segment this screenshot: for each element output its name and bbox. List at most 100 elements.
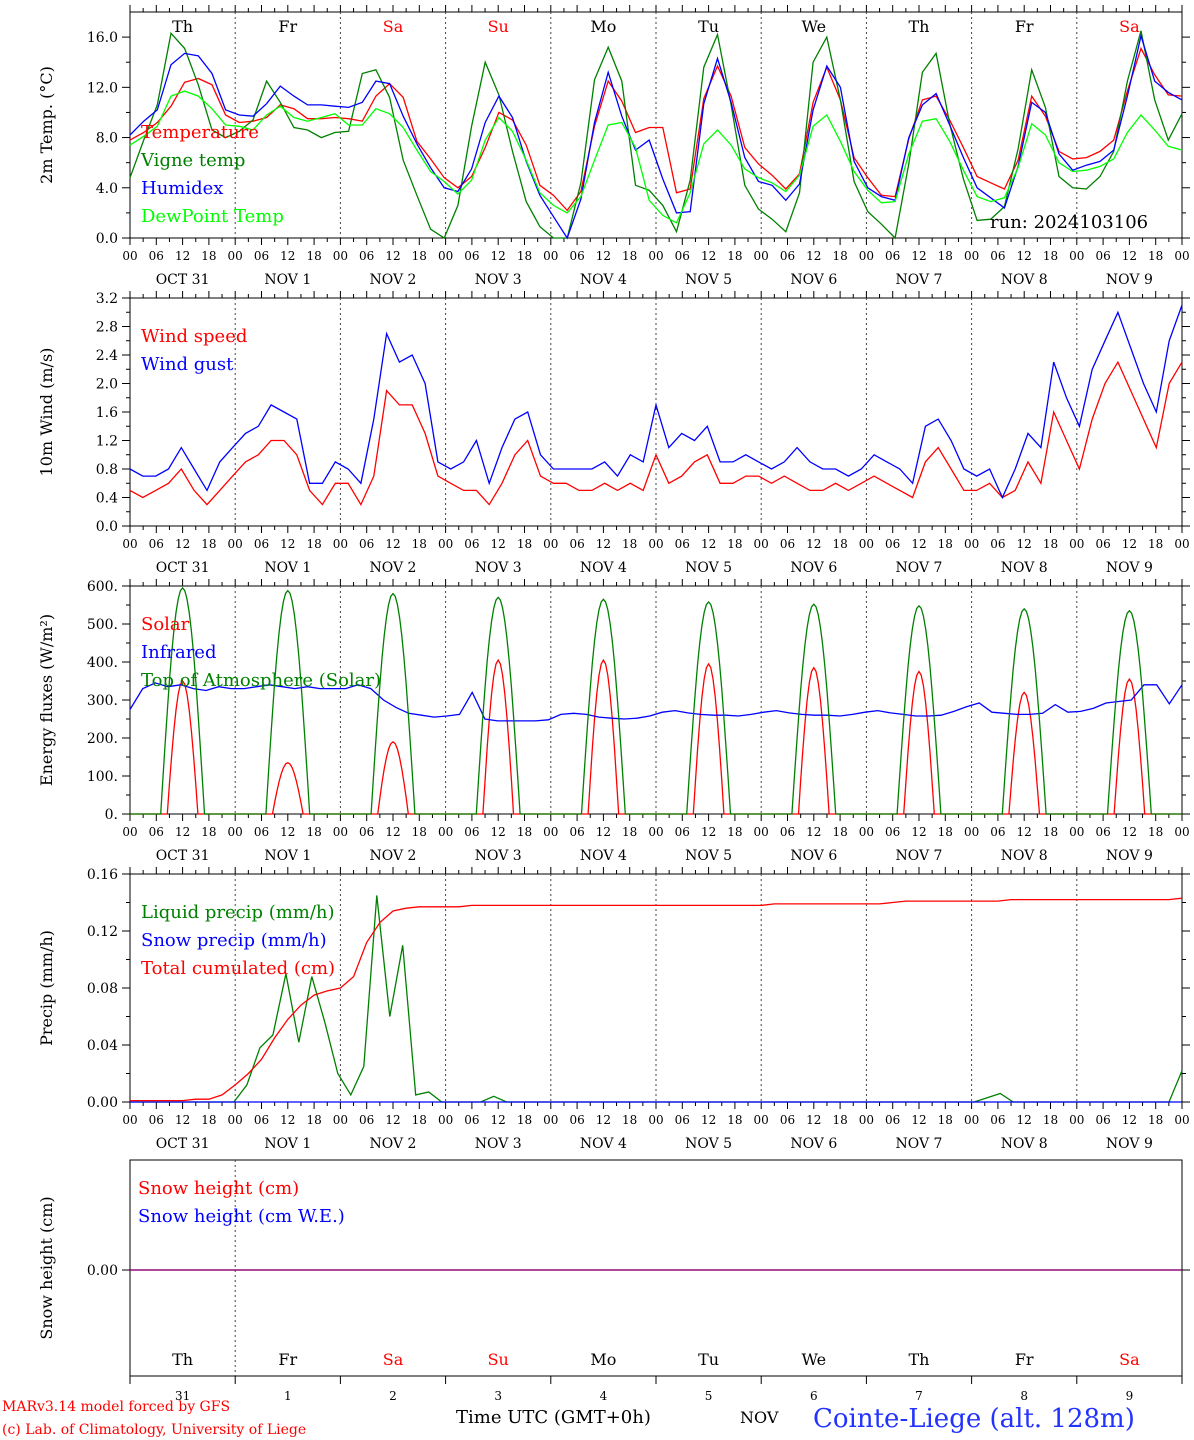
x-hour-label: 06 [254,1113,269,1127]
x-date-label: OCT 31 [156,272,210,288]
x-hour-label: 06 [569,1113,584,1127]
series-line-2-1 [129,360,1183,506]
x-date-label: NOV 3 [475,272,522,288]
x-hour-label: 00 [964,825,979,839]
x-hour-label: 00 [754,537,769,551]
day-number-label: 31 [175,1389,190,1403]
x-date-label: NOV 3 [475,848,522,864]
x-hour-label: 18 [1148,825,1163,839]
x-hour-label: 00 [754,249,769,263]
x-hour-label: 00 [648,825,663,839]
x-hour-label: 12 [491,825,506,839]
x-hour-label: 06 [359,537,374,551]
day-number-label: 2 [389,1389,397,1403]
day-number-label: 9 [1126,1389,1134,1403]
x-hour-label: 06 [1095,537,1110,551]
x-hour-label: 18 [727,1113,742,1127]
x-date-label: NOV 5 [685,1136,732,1152]
x-hour-label: 06 [675,537,690,551]
x-hour-label: 06 [990,537,1005,551]
x-hour-label: 12 [596,825,611,839]
x-hour-label: 18 [832,537,847,551]
x-hour-label: 18 [1148,249,1163,263]
x-hour-label: 06 [149,1113,164,1127]
y-tick-label: 600. [87,579,118,595]
x-hour-label: 12 [596,537,611,551]
y-tick-label: 2.4 [96,348,118,364]
x-date-label: NOV 7 [896,560,943,576]
x-hour-label: 18 [306,825,321,839]
x-hour-label: 12 [806,825,821,839]
y-tick-label: 1.6 [96,405,118,421]
y-tick-label: 3.2 [96,291,118,307]
day-number-label: 3 [494,1389,502,1403]
weekday-label: Tu [698,1350,719,1369]
y-axis-label: Snow height (cm) [37,1196,56,1339]
y-tick-label: 0.00 [87,1263,118,1279]
x-hour-label: 12 [385,249,400,263]
model-credit: MARv3.14 model forced by GFS [2,1399,230,1415]
weekday-label: Fr [278,1350,297,1369]
x-hour-label: 00 [964,537,979,551]
y-tick-label: 12.0 [87,80,118,96]
weekday-label: Tu [698,17,719,36]
x-date-label: OCT 31 [156,560,210,576]
x-hour-label: 18 [517,1113,532,1127]
weekday-label: Fr [1015,1350,1034,1369]
y-tick-label: 0.04 [87,1038,118,1054]
x-hour-label: 18 [727,537,742,551]
y-tick-label: 0.16 [87,867,118,883]
x-date-label: NOV 1 [264,1136,311,1152]
x-hour-label: 12 [596,249,611,263]
x-date-label: NOV 3 [475,560,522,576]
x-hour-label: 06 [254,249,269,263]
x-hour-label: 18 [306,249,321,263]
x-hour-label: 12 [280,249,295,263]
x-hour-label: 06 [464,537,479,551]
x-date-label: NOV 8 [1001,1136,1048,1152]
legend-entry: Total cumulated (cm) [141,958,335,979]
series-line-1-2 [129,30,1183,240]
x-hour-label: 18 [201,537,216,551]
x-hour-label: 18 [412,825,427,839]
x-hour-label: 00 [228,825,243,839]
x-hour-label: 06 [780,249,795,263]
x-hour-label: 06 [254,537,269,551]
series-line-1-3 [129,33,1183,240]
weekday-label: Fr [278,17,297,36]
y-tick-label: 16.0 [87,30,118,46]
x-date-label: NOV 6 [790,272,837,288]
x-date-label: NOV 4 [580,272,627,288]
x-hour-label: 18 [1043,825,1058,839]
legend-entry: Wind speed [141,326,247,347]
y-axis-label: Energy fluxes (W/m²) [37,614,56,786]
x-hour-label: 18 [622,537,637,551]
x-date-label: NOV 4 [580,560,627,576]
day-number-label: 5 [705,1389,713,1403]
weekday-label: Sa [383,17,404,36]
x-hour-label: 06 [885,1113,900,1127]
x-hour-label: 00 [648,537,663,551]
x-hour-label: 00 [122,537,137,551]
x-hour-label: 06 [149,825,164,839]
legend-entry: Snow height (cm W.E.) [138,1206,345,1227]
x-hour-label: 12 [280,825,295,839]
weekday-label: Mo [590,1350,616,1369]
x-hour-label: 12 [1122,249,1137,263]
legend-entry: Temperature [141,122,259,143]
x-hour-label: 06 [780,825,795,839]
x-hour-label: 18 [622,1113,637,1127]
legend-entry: Liquid precip (mm/h) [141,902,335,923]
x-hour-label: 12 [911,1113,926,1127]
x-date-label: NOV 6 [790,848,837,864]
x-hour-label: 00 [964,249,979,263]
x-hour-label: 00 [438,1113,453,1127]
x-date-label: NOV 4 [580,1136,627,1152]
x-hour-label: 00 [1174,1113,1189,1127]
x-hour-label: 06 [990,825,1005,839]
x-hour-label: 06 [1095,249,1110,263]
x-hour-label: 06 [675,825,690,839]
legend-entry: Top of Atmosphere (Solar) [141,670,381,691]
weekday-label: Su [488,17,509,36]
legend-entry: Vigne temp [140,150,245,171]
